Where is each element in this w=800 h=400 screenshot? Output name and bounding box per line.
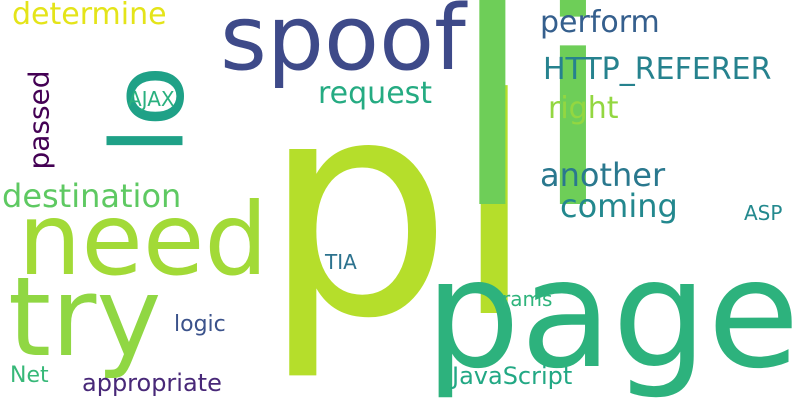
word-rams: rams bbox=[502, 287, 553, 311]
word-perform: perform bbox=[540, 5, 660, 40]
word-another: another bbox=[540, 156, 666, 194]
word-coming: coming bbox=[560, 187, 678, 225]
word-destination: destination bbox=[2, 177, 182, 215]
word-logic: logic bbox=[174, 312, 226, 337]
word-ajax: AJAX bbox=[128, 87, 175, 111]
word-right: right bbox=[548, 91, 619, 126]
word-net: Net bbox=[10, 363, 49, 388]
word-need: need bbox=[18, 181, 268, 298]
word-appropriate: appropriate bbox=[82, 369, 222, 397]
word-try: try bbox=[8, 253, 162, 381]
word-pl: pl bbox=[262, 35, 536, 384]
word-spoof: spoof bbox=[220, 0, 466, 91]
word-request: request bbox=[318, 76, 433, 111]
word-passed: passed bbox=[22, 70, 56, 170]
word-tia: TIA bbox=[325, 250, 357, 274]
word-li: li bbox=[452, 0, 614, 273]
word-page: page bbox=[425, 228, 800, 400]
word-determine: determine bbox=[12, 0, 167, 32]
word-javascript: JavaScript bbox=[452, 362, 573, 390]
word-asp: ASP bbox=[744, 201, 783, 225]
word-http-referer: HTTP_REFERER bbox=[543, 52, 772, 87]
